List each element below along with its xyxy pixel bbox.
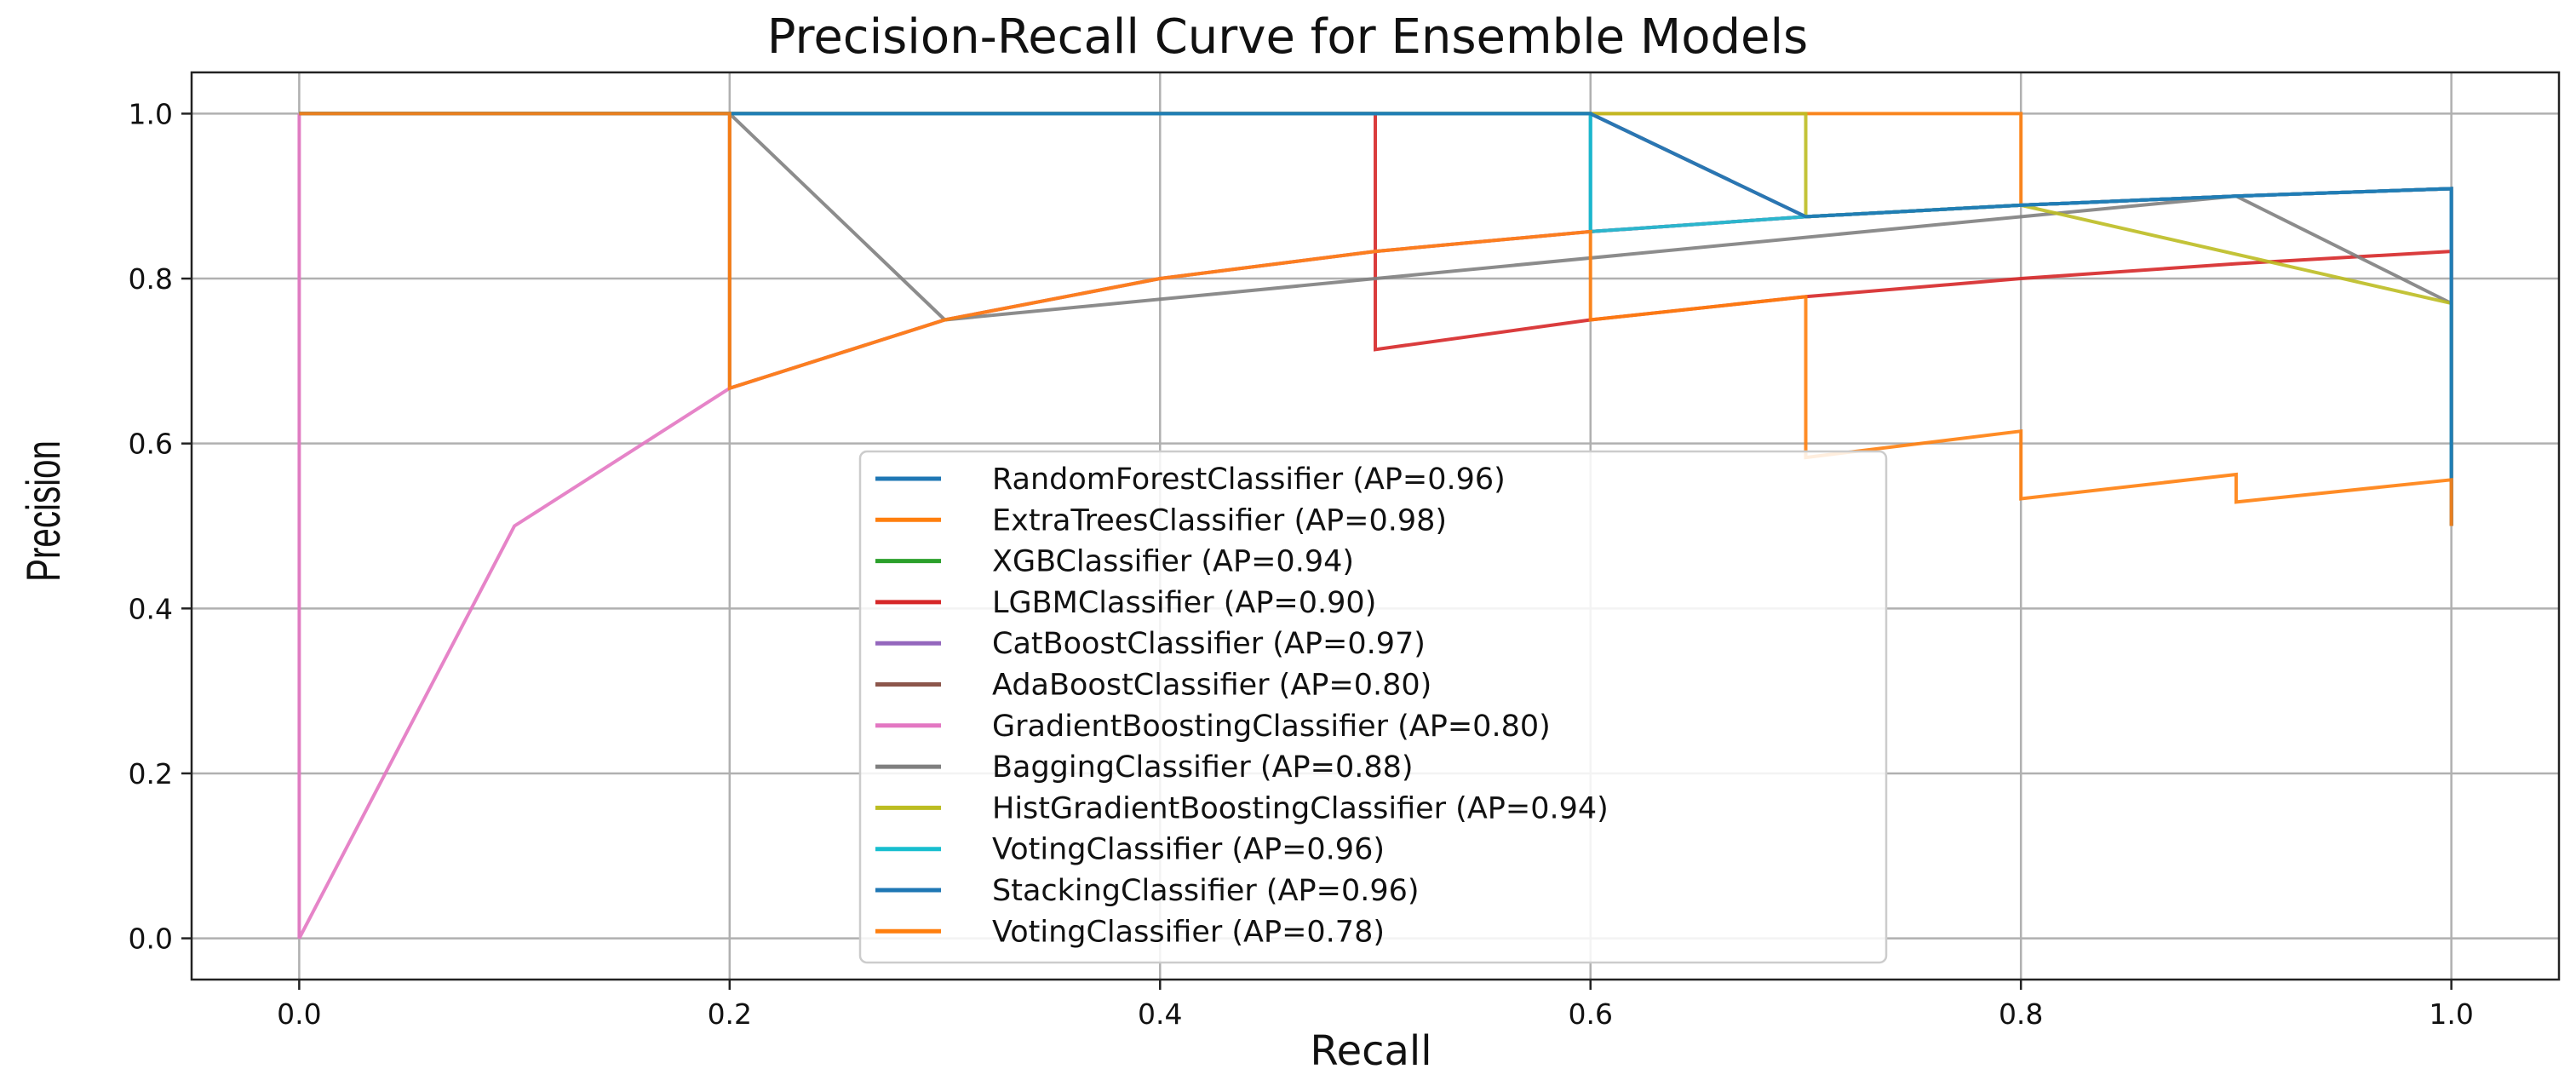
legend-entry: GradientBoostingClassifier (AP=0.80) bbox=[992, 710, 1551, 744]
legend: RandomForestClassifier (AP=0.96) ExtraTre… bbox=[858, 450, 1888, 964]
y-tick-label: 1.0 bbox=[129, 97, 173, 130]
legend-entry: StackingClassifier (AP=0.96) bbox=[992, 874, 1420, 908]
x-tick-label: 0.2 bbox=[708, 997, 752, 1031]
axis-ticks: 0.0 0.2 0.4 0.6 0.8 1.0 0.0 0.2 0.4 0.6 0.8 1.0 bbox=[129, 97, 2474, 1031]
series-line-12 bbox=[299, 112, 2453, 526]
legend-entry: BaggingClassifier (AP=0.88) bbox=[992, 750, 1414, 785]
chart-title: Precision-Recall Curve for Ensemble Mode… bbox=[767, 9, 1808, 65]
y-tick-label: 0.6 bbox=[129, 428, 173, 461]
legend-entry: VotingClassifier (AP=0.96) bbox=[992, 833, 1385, 867]
y-axis-label: Precision bbox=[18, 440, 71, 582]
legend-entry: RandomForestClassifier (AP=0.96) bbox=[992, 463, 1506, 497]
legend-entry: CatBoostClassifier (AP=0.97) bbox=[992, 627, 1426, 661]
x-tick-label: 0.8 bbox=[1999, 997, 2043, 1031]
x-tick-label: 1.0 bbox=[2429, 997, 2473, 1031]
legend-entry: VotingClassifier (AP=0.78) bbox=[992, 915, 1385, 949]
x-axis-label: Recall bbox=[1310, 1027, 1431, 1075]
x-tick-label: 0.6 bbox=[1568, 997, 1612, 1031]
legend-entry: ExtraTreesClassifier (AP=0.98) bbox=[992, 503, 1447, 537]
y-tick-label: 0.8 bbox=[129, 262, 173, 296]
legend-entry: LGBMClassifier (AP=0.90) bbox=[992, 586, 1376, 620]
legend-entry: HistGradientBoostingClassifier (AP=0.94) bbox=[992, 791, 1609, 825]
legend-box bbox=[858, 450, 1888, 964]
y-tick-label: 0.2 bbox=[129, 757, 173, 790]
series-line-11 bbox=[299, 112, 2453, 526]
x-tick-label: 0.4 bbox=[1138, 997, 1182, 1031]
y-tick-label: 0.0 bbox=[129, 922, 173, 956]
plot-frame bbox=[190, 71, 2561, 981]
legend-entry: XGBClassifier (AP=0.94) bbox=[992, 545, 1354, 579]
series-lines bbox=[297, 112, 2453, 940]
y-tick-label: 0.4 bbox=[129, 592, 173, 625]
x-tick-label: 0.0 bbox=[277, 997, 321, 1031]
legend-entry: AdaBoostClassifier (AP=0.80) bbox=[992, 669, 1431, 703]
